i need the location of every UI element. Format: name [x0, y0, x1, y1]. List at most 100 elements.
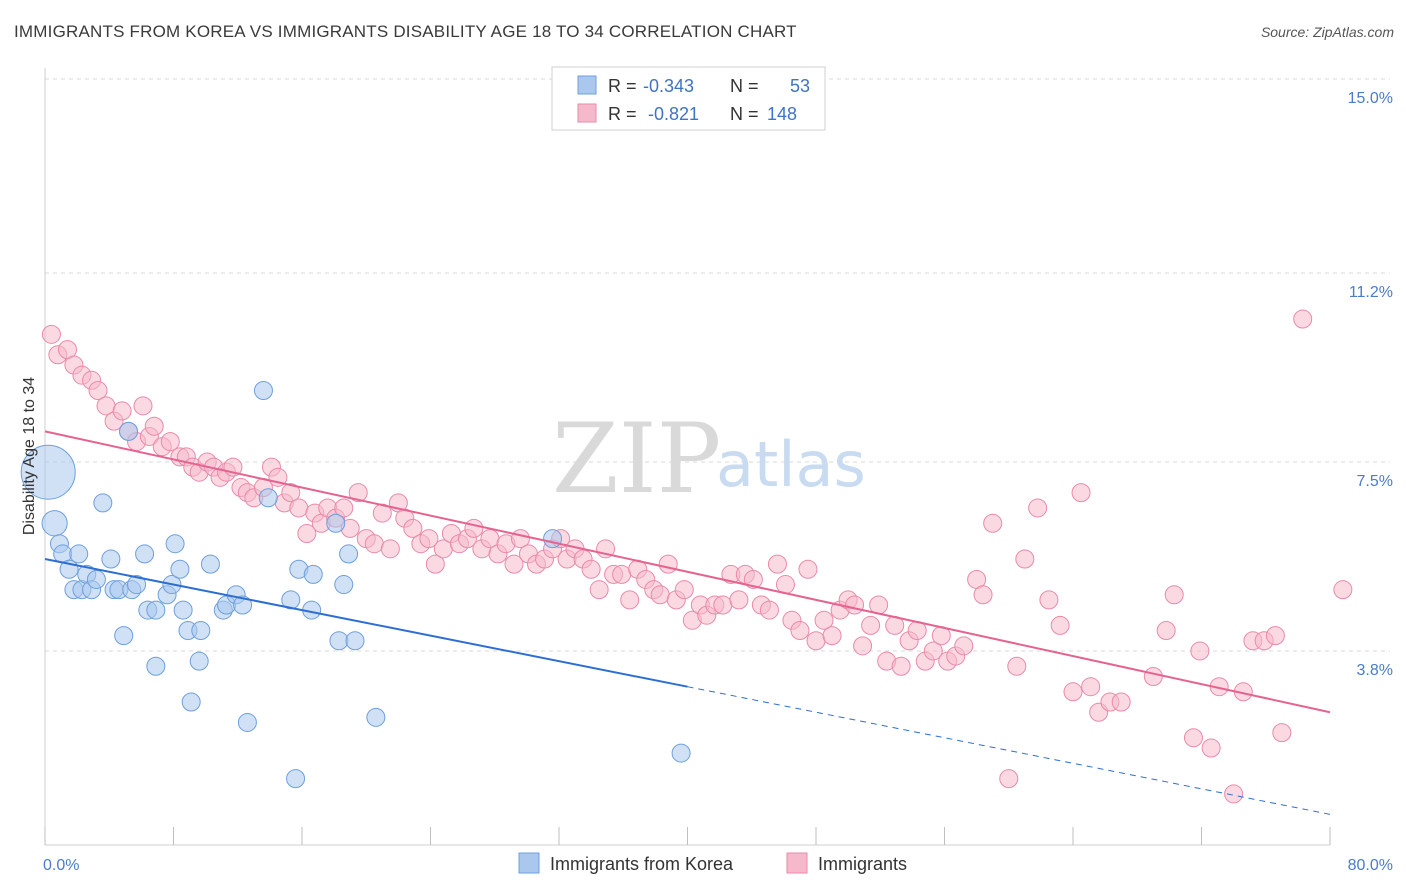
- point-immigrants-51: [419, 529, 439, 549]
- legend-n-label-korea: N =: [730, 76, 759, 96]
- point-korea-44: [329, 631, 349, 651]
- point-immigrants-72: [581, 559, 601, 579]
- point-immigrants-93: [743, 569, 763, 589]
- point-immigrants-52: [425, 554, 445, 574]
- y-tick-labels: 3.8% 7.5% 11.2% 15.0%: [1348, 90, 1393, 679]
- point-immigrants-136: [1143, 666, 1163, 686]
- point-immigrants-40: [334, 498, 354, 518]
- point-korea-15: [127, 575, 147, 595]
- point-korea-30: [200, 554, 220, 574]
- x-tick-label-1: 80.0%: [1348, 857, 1393, 874]
- point-immigrants-62: [504, 554, 524, 574]
- watermark: ZIP atlas: [552, 403, 866, 515]
- point-immigrants-147: [1265, 626, 1285, 646]
- series-legend-swatch-korea: [518, 852, 540, 874]
- legend-swatch-immigrants: [577, 103, 597, 123]
- point-immigrants-33: [281, 483, 301, 503]
- point-immigrants-120: [954, 636, 974, 656]
- point-immigrants-138: [1164, 585, 1184, 605]
- point-korea-39: [286, 769, 306, 789]
- point-immigrants-149: [1293, 309, 1313, 329]
- trend-line-korea: [44, 558, 688, 688]
- legend-r-label-korea: R =: [608, 76, 637, 96]
- stats-legend: R = -0.343 N = 53 R = -0.821 N = 148: [551, 66, 826, 131]
- point-immigrants-91: [729, 590, 749, 610]
- watermark-zip: ZIP: [552, 403, 721, 515]
- grid-lines: [45, 78, 1390, 652]
- trend-lines: [44, 430, 1331, 815]
- point-korea-23: [165, 534, 185, 554]
- point-korea-50: [93, 493, 113, 513]
- point-korea-52: [671, 743, 691, 763]
- legend-n-label-immigrants: N =: [730, 104, 759, 124]
- watermark-atlas: atlas: [716, 428, 866, 501]
- point-immigrants-34: [289, 498, 309, 518]
- point-immigrants-16: [160, 432, 180, 452]
- point-immigrants-81: [650, 585, 670, 605]
- point-korea-34: [233, 595, 253, 615]
- point-immigrants-128: [1039, 590, 1059, 610]
- point-immigrants-99: [790, 621, 810, 641]
- point-immigrants-42: [348, 483, 368, 503]
- point-immigrants-139: [1183, 728, 1203, 748]
- point-korea-11: [101, 549, 121, 569]
- point-immigrants-82: [658, 554, 678, 574]
- point-immigrants-116: [923, 641, 943, 661]
- point-immigrants-76: [612, 564, 632, 584]
- point-immigrants-124: [999, 769, 1019, 789]
- point-korea-20: [146, 656, 166, 676]
- point-korea-24: [170, 559, 190, 579]
- point-korea-36: [253, 381, 273, 401]
- point-immigrants-143: [1224, 784, 1244, 804]
- point-immigrants-49: [403, 518, 423, 538]
- point-immigrants-0: [41, 324, 61, 344]
- series-legend-label-korea: Immigrants from Korea: [550, 854, 734, 874]
- point-immigrants-73: [589, 580, 609, 600]
- point-immigrants-14: [144, 416, 164, 436]
- point-korea-47: [345, 631, 365, 651]
- point-korea-49: [119, 421, 139, 441]
- point-korea-43: [326, 513, 346, 533]
- point-korea-48: [366, 707, 386, 727]
- point-immigrants-107: [853, 636, 873, 656]
- trend-line-immigrants: [44, 430, 1331, 714]
- legend-swatch-korea: [577, 75, 597, 95]
- point-immigrants-103: [822, 626, 842, 646]
- point-korea-10: [86, 569, 106, 589]
- point-korea-46: [339, 544, 359, 564]
- legend-r-value-korea: -0.343: [643, 76, 694, 96]
- x-tick-labels: 0.0% 80.0%: [43, 857, 1393, 874]
- point-immigrants-35: [297, 523, 317, 543]
- point-immigrants-150: [1333, 580, 1353, 600]
- y-tick-label-3: 15.0%: [1348, 90, 1393, 107]
- point-korea-38: [281, 590, 301, 610]
- point-immigrants-112: [891, 656, 911, 676]
- point-immigrants-127: [1028, 498, 1048, 518]
- point-immigrants-122: [973, 585, 993, 605]
- point-immigrants-100: [798, 559, 818, 579]
- point-immigrants-102: [814, 610, 834, 630]
- series-legend-swatch-immigrants: [786, 852, 808, 874]
- point-immigrants-101: [806, 631, 826, 651]
- point-immigrants-57: [464, 518, 484, 538]
- point-immigrants-9: [112, 401, 132, 421]
- point-korea-19: [146, 600, 166, 620]
- series-legend-label-immigrants: Immigrants: [818, 854, 907, 874]
- point-immigrants-123: [983, 513, 1003, 533]
- y-tick-label-0: 3.8%: [1357, 662, 1393, 679]
- point-immigrants-126: [1015, 549, 1035, 569]
- point-immigrants-137: [1156, 621, 1176, 641]
- point-korea-51: [543, 529, 563, 549]
- point-immigrants-89: [713, 595, 733, 615]
- point-korea-28: [189, 651, 209, 671]
- point-korea-0: [20, 444, 76, 500]
- point-immigrants-84: [674, 580, 694, 600]
- point-korea-29: [191, 621, 211, 641]
- point-immigrants-140: [1190, 641, 1210, 661]
- point-korea-27: [181, 692, 201, 712]
- point-korea-35: [237, 712, 257, 732]
- point-korea-37: [258, 488, 278, 508]
- legend-r-label-immigrants: R =: [608, 104, 637, 124]
- point-korea-42: [303, 564, 323, 584]
